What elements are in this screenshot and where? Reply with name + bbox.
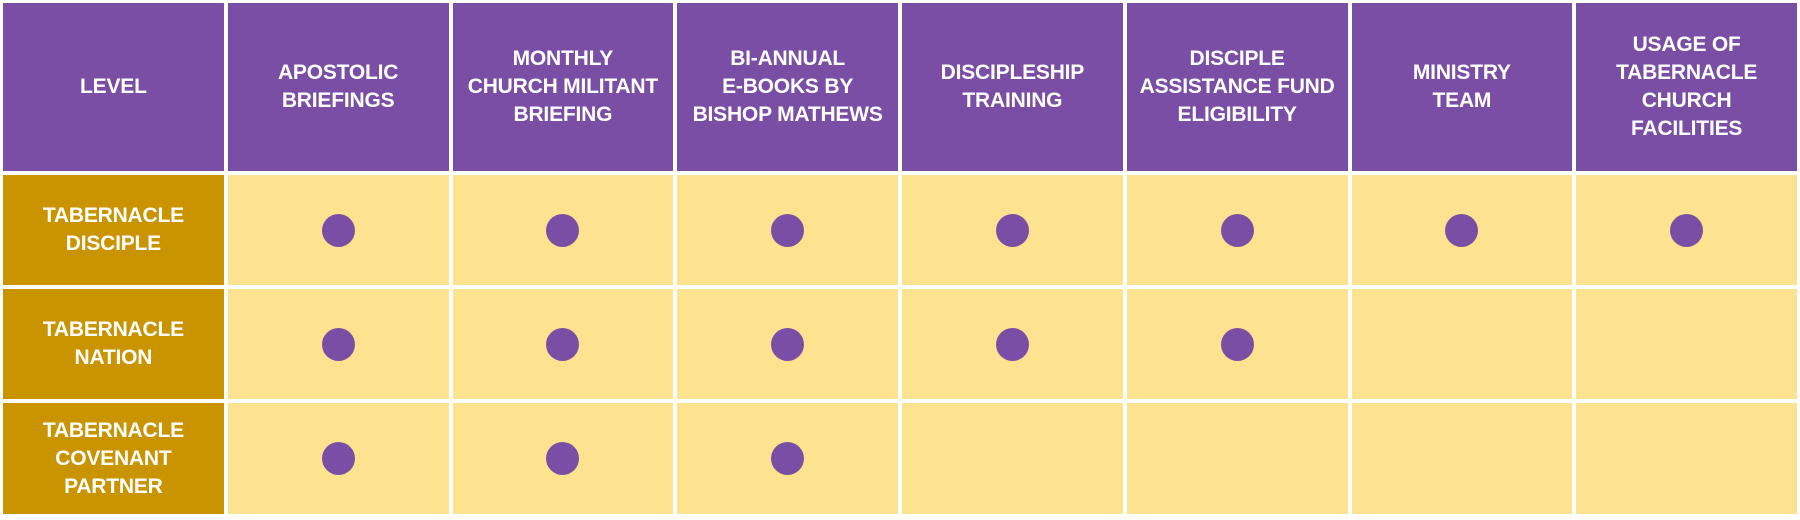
included-dot-icon — [1445, 213, 1479, 247]
included-dot-icon — [321, 327, 355, 361]
benefit-cell — [902, 403, 1123, 514]
header-level: LEVEL — [3, 3, 224, 171]
included-dot-icon — [771, 442, 805, 475]
included-dot-icon — [321, 213, 355, 247]
included-dot-icon — [1220, 327, 1254, 361]
included-dot-icon — [546, 442, 580, 475]
benefit-cell — [1576, 289, 1797, 399]
benefit-cell — [1126, 403, 1348, 514]
included-dot-icon — [546, 327, 580, 361]
benefit-cell — [902, 175, 1123, 285]
benefit-cell — [1351, 289, 1573, 399]
benefit-cell — [1351, 403, 1573, 514]
included-dot-icon — [1670, 213, 1704, 247]
header-label: DISCIPLE ASSISTANCE FUND ELIGIBILITY — [1139, 47, 1335, 126]
header-level-label: LEVEL — [80, 75, 147, 98]
benefit-cell — [1576, 403, 1797, 514]
membership-benefits-table: LEVEL APOSTOLIC BRIEFINGS MONTHLY CHURCH… — [3, 3, 1797, 514]
header-usage-of-facilities: USAGE OF TABERNACLE CHURCH FACILITIES — [1576, 3, 1797, 171]
level-label: TABERNACLE COVENANT PARTNER — [42, 418, 184, 498]
benefit-cell — [227, 175, 449, 285]
included-dot-icon — [995, 213, 1029, 247]
level-tabernacle-disciple: TABERNACLE DISCIPLE — [3, 175, 224, 285]
header-ministry-team: MINISTRY TEAM — [1351, 3, 1573, 171]
included-dot-icon — [546, 213, 580, 247]
benefit-cell — [452, 175, 674, 285]
level-label: TABERNACLE NATION — [42, 318, 184, 369]
benefit-cell — [1576, 175, 1797, 285]
included-dot-icon — [771, 327, 805, 361]
level-label: TABERNACLE DISCIPLE — [42, 204, 184, 255]
benefit-cell — [902, 289, 1123, 399]
header-label: MONTHLY CHURCH MILITANT BRIEFING — [467, 47, 658, 126]
benefit-cell — [1126, 175, 1348, 285]
header-monthly-church-militant-briefing: MONTHLY CHURCH MILITANT BRIEFING — [452, 3, 674, 171]
header-apostolic-briefings: APOSTOLIC BRIEFINGS — [227, 3, 449, 171]
included-dot-icon — [771, 213, 805, 247]
included-dot-icon — [321, 442, 355, 475]
benefit-cell — [677, 175, 898, 285]
header-label: MINISTRY TEAM — [1412, 61, 1511, 112]
header-disciple-assistance-fund: DISCIPLE ASSISTANCE FUND ELIGIBILITY — [1126, 3, 1348, 171]
benefit-cell — [1126, 289, 1348, 399]
header-label: APOSTOLIC BRIEFINGS — [277, 61, 399, 112]
level-tabernacle-nation: TABERNACLE NATION — [3, 289, 224, 399]
header-label: USAGE OF TABERNACLE CHURCH FACILITIES — [1616, 33, 1758, 140]
header-label: DISCIPLESHIP TRAINING — [940, 61, 1085, 112]
benefit-cell — [452, 289, 674, 399]
level-tabernacle-covenant-partner: TABERNACLE COVENANT PARTNER — [3, 403, 224, 514]
benefit-cell — [1351, 175, 1573, 285]
header-label: BI-ANNUAL E-BOOKS BY BISHOP MATHEWS — [692, 47, 883, 126]
benefit-cell — [227, 289, 449, 399]
benefit-cell — [677, 289, 898, 399]
benefit-cell — [227, 403, 449, 514]
header-discipleship-training: DISCIPLESHIP TRAINING — [902, 3, 1123, 171]
header-bi-annual-e-books: BI-ANNUAL E-BOOKS BY BISHOP MATHEWS — [677, 3, 898, 171]
included-dot-icon — [995, 327, 1029, 361]
benefit-cell — [677, 403, 898, 514]
included-dot-icon — [1220, 213, 1254, 247]
benefit-cell — [452, 403, 674, 514]
